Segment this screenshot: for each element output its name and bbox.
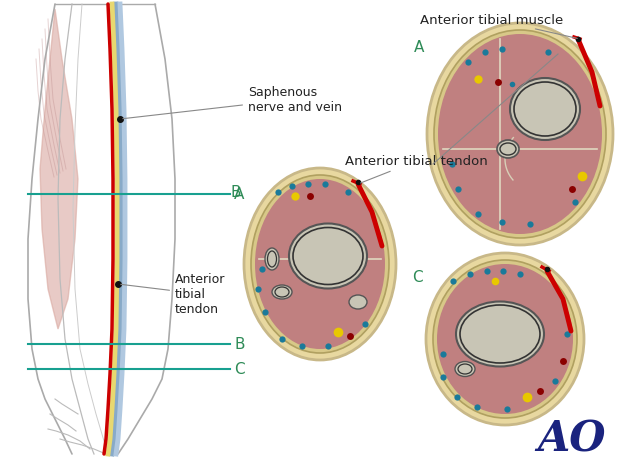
Ellipse shape [458,364,472,374]
Ellipse shape [514,83,576,137]
Text: B: B [234,337,244,352]
Ellipse shape [510,79,580,141]
Text: AO: AO [538,418,606,459]
Text: Saphenous
nerve and vein: Saphenous nerve and vein [123,86,342,119]
Ellipse shape [289,224,367,289]
Ellipse shape [265,248,279,270]
Text: A: A [234,187,244,202]
Ellipse shape [275,287,289,297]
Ellipse shape [251,176,389,353]
Text: Anterior tibial tendon: Anterior tibial tendon [345,155,488,184]
Ellipse shape [426,253,584,425]
Ellipse shape [438,35,602,235]
Ellipse shape [437,264,573,414]
Text: C: C [412,269,423,285]
Text: A: A [414,40,424,55]
Ellipse shape [244,168,396,360]
Text: Anterior tibial muscle: Anterior tibial muscle [420,13,577,39]
Text: B: B [231,185,241,200]
Polygon shape [40,10,78,329]
Ellipse shape [460,305,540,363]
Ellipse shape [349,295,367,309]
Ellipse shape [267,252,277,268]
Ellipse shape [497,141,519,159]
Ellipse shape [434,31,606,239]
Text: C: C [234,362,245,377]
Ellipse shape [272,285,292,299]
Ellipse shape [455,362,475,377]
Ellipse shape [427,24,613,246]
Ellipse shape [433,260,577,418]
Ellipse shape [255,179,385,349]
Text: Anterior
tibial
tendon: Anterior tibial tendon [121,273,226,316]
Ellipse shape [456,302,544,367]
Ellipse shape [500,144,516,156]
Ellipse shape [293,228,363,285]
